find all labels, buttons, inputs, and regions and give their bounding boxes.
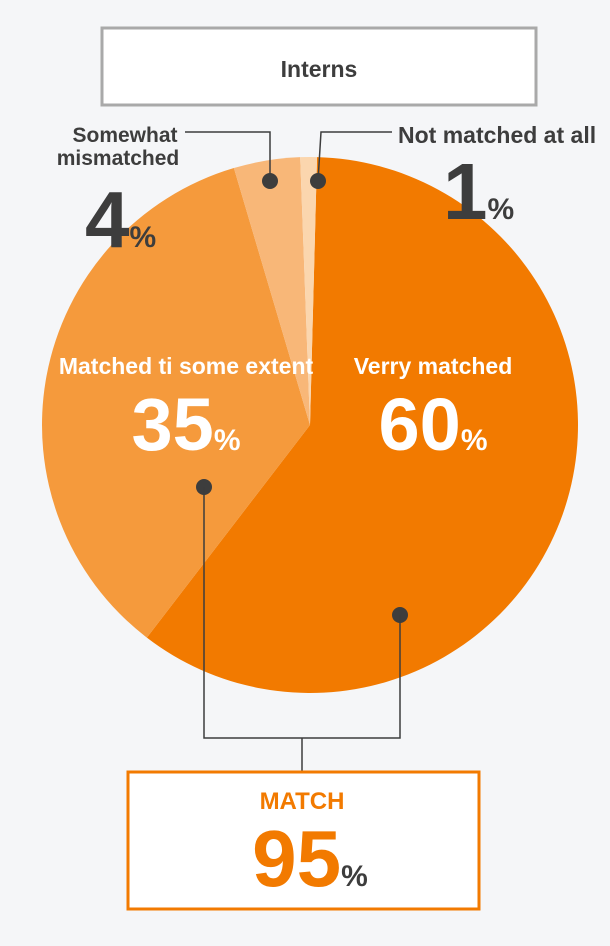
verry-matched-number: 60: [379, 383, 461, 466]
verry-matched-percent-sign: %: [461, 424, 488, 457]
somewhat-mismatched-label-line1: Somewhat: [72, 124, 177, 147]
not-matched-value: 1%: [443, 147, 514, 236]
not-matched-marker: [310, 173, 326, 189]
not-matched-percent-sign: %: [488, 193, 515, 226]
match-summary-percent-sign: %: [341, 860, 368, 893]
somewhat-mismatched-number: 4: [85, 175, 130, 264]
somewhat-mismatched-leader-line: [185, 131, 271, 181]
chart-title: Interns: [281, 56, 358, 82]
pie-slice-somewhat-mismatched: [233, 157, 310, 425]
not-matched-label: Not matched at all: [398, 122, 596, 148]
matched-some-extent-percent-sign: %: [214, 424, 241, 457]
not-matched-leader-line: [317, 131, 392, 182]
somewhat-mismatched-percent-sign: %: [130, 221, 157, 254]
matched-some-extent-number: 35: [132, 383, 214, 466]
match-summary-label: MATCH: [260, 788, 345, 815]
somewhat-mismatched-label-line2: mismatched: [57, 147, 180, 170]
pie-slice-verry-matched: [146, 157, 579, 693]
match-summary-box: [126, 770, 481, 911]
verry-matched-value: 60%: [379, 383, 488, 466]
matched-some-extent-label: Matched ti some extent: [59, 353, 314, 379]
title-box: [100, 26, 538, 107]
match-summary-number: 95: [252, 814, 341, 903]
somewhat-mismatched-marker: [262, 173, 278, 189]
pie-slices: [41, 157, 579, 693]
verry-matched-label: Verry matched: [354, 353, 513, 379]
pie-slice-matched-ti-some-extent: [41, 168, 310, 638]
somewhat-mismatched-value: 4%: [85, 175, 156, 264]
match-summary-value: 95%: [252, 814, 368, 903]
not-matched-number: 1: [443, 147, 488, 236]
matched-some-extent-value: 35%: [132, 383, 241, 466]
pie-slice-not-matched-at-all: [300, 157, 318, 425]
